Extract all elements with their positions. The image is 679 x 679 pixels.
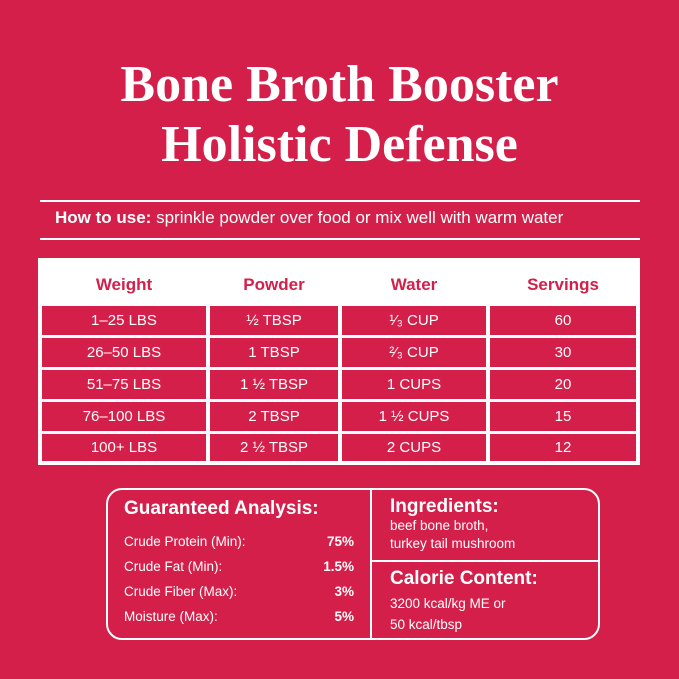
dosage-table: Weight Powder Water Servings 1–25 LBS ½ TBSP ¹… (38, 258, 640, 465)
text: sprinkle powder over food or mix well wi… (156, 208, 564, 227)
table-cell: 76–100 LBS (40, 400, 208, 433)
analysis-value: 5% (334, 609, 354, 624)
table-cell: 60 (488, 304, 638, 337)
table-cell: ²⁄₃ CUP (340, 336, 488, 369)
table-cell: 1–25 LBS (40, 304, 208, 337)
analysis-value: 3% (334, 584, 354, 599)
calorie-line: 3200 kcal/kg ME or (390, 596, 506, 611)
table-cell: 26–50 LBS (40, 336, 208, 369)
table-cell: 20 (488, 368, 638, 401)
ingredient: turkey tail mushroom (390, 536, 516, 551)
table-cell: 12 (488, 432, 638, 463)
analysis-label: Crude Fat (Min): (124, 559, 223, 574)
table-cell: 51–75 LBS (40, 368, 208, 401)
analysis-value: 75% (326, 534, 354, 549)
analysis-label: Moisture (Max): (124, 609, 218, 624)
analysis-label: Crude Protein (Min): (124, 534, 246, 549)
table-cell: 30 (488, 336, 638, 369)
table-cell: 100+ LBS (40, 432, 208, 463)
table-cell: 15 (488, 400, 638, 433)
analysis-title: Guaranteed Analysis: (124, 498, 319, 519)
table-cell: 1 ½ TBSP (208, 368, 340, 401)
column-header: Water (340, 260, 488, 304)
ingredient: beef bone broth, (390, 518, 489, 533)
table-cell: ½ TBSP (208, 304, 340, 337)
table-cell: ¹⁄₃ CUP (340, 304, 488, 337)
divider (370, 490, 372, 638)
calorie-title: Calorie Content: (390, 568, 538, 589)
analysis-label: Crude Fiber (Max): (124, 584, 238, 599)
divider (40, 200, 640, 202)
table-cell: 2 CUPS (340, 432, 488, 463)
title: Bone Broth Booster (120, 56, 559, 113)
divider (40, 238, 640, 240)
table-cell: 2 TBSP (208, 400, 340, 433)
ingredients-title: Ingredients: (390, 496, 499, 517)
table-cell: 1 CUPS (340, 368, 488, 401)
column-header: Servings (488, 260, 638, 304)
analysis-value: 1.5% (323, 559, 354, 574)
calorie-line: 50 kcal/tbsp (390, 617, 463, 632)
label: How to use: (55, 208, 152, 227)
divider (370, 560, 598, 562)
column-header: Weight (40, 260, 208, 304)
how-to-use: How to use: sprinkle powder over food or… (55, 208, 563, 228)
info-box: Guaranteed Analysis: Ingredients: beef b… (106, 488, 600, 640)
table-cell: 1 TBSP (208, 336, 340, 369)
title: Holistic Defense (161, 116, 518, 173)
column-header: Powder (208, 260, 340, 304)
table-cell: 1 ½ CUPS (340, 400, 488, 433)
table-cell: 2 ½ TBSP (208, 432, 340, 463)
